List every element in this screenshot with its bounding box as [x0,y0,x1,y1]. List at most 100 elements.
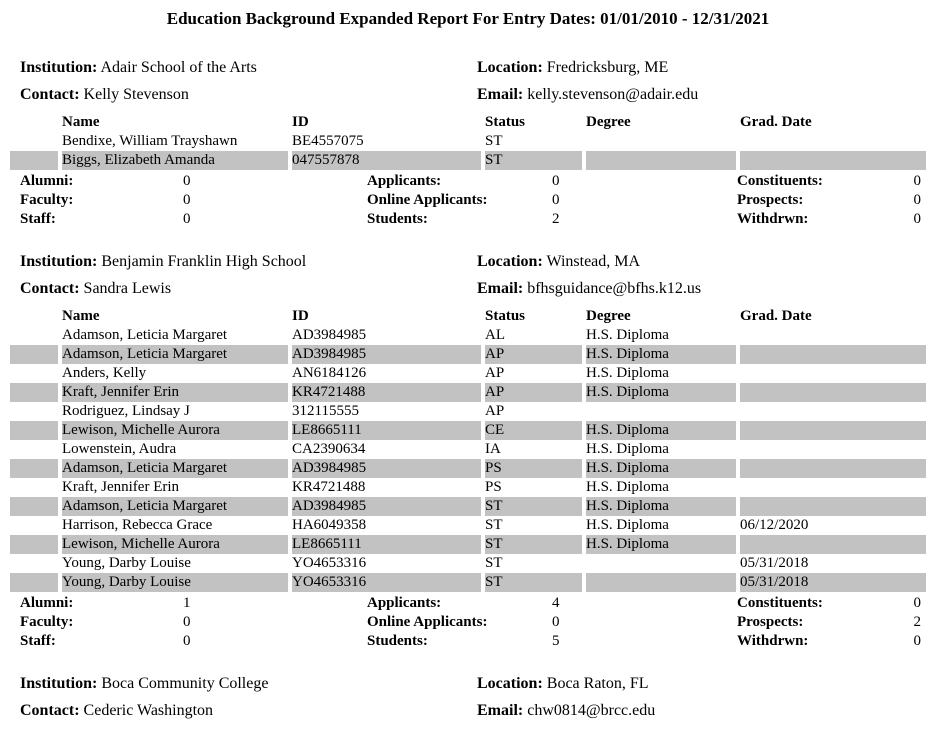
report-body: Institution: Adair School of the Arts Loc… [0,58,936,721]
contact-label: Contact: [20,702,80,719]
cell-id: YO4653316 [292,573,481,592]
summary-value-online-applicants: 0 [552,192,560,208]
summary-label-constituents: Constituents: [737,173,823,189]
contact-value: Sandra Lewis [83,280,172,297]
summary-value-constituents: 0 [913,595,922,611]
summary-value-applicants: 0 [552,173,560,189]
cell-name: Anders, Kelly [62,365,147,381]
location-value: Winstead, MA [546,253,641,270]
cell-degree: H.S. Diploma [586,345,736,364]
cell-id: AD3984985 [292,459,481,478]
indent-spacer-cell [10,554,58,573]
cell-degree: H.S. Diploma [586,497,736,516]
cell-grad-date: 06/12/2020 [740,517,809,533]
col-header-id: ID [292,114,309,130]
cell-degree [586,151,736,170]
col-header-grad-date: Grad. Date [740,308,812,324]
cell-grad-date [740,151,926,170]
summary-value-faculty: 0 [183,192,191,208]
cell-degree: H.S. Diploma [586,459,736,478]
cell-degree: H.S. Diploma [586,327,669,343]
summary-label-students: Students: [367,633,428,649]
cell-status: AP [485,365,505,381]
roster-row: Adamson, Leticia Margaret AD3984985 PS H.S.… [10,459,926,478]
institution-label: Institution: [20,253,98,270]
col-header-status: Status [485,308,526,324]
cell-status: IA [485,441,501,457]
location-label: Location: [477,59,543,76]
roster-row: Lowenstein, Audra CA2390634 IA H.S. Diploma [10,440,926,459]
roster-row: Young, Darby Louise YO4653316 ST 05/31/2018 [10,554,926,573]
institution-info: Institution: Benjamin Franklin High Scho… [0,252,936,299]
summary-value-prospects: 0 [913,192,922,208]
cell-status: ST [485,517,503,533]
summary-value-faculty: 0 [183,614,191,630]
cell-id: LE8665111 [292,535,481,554]
institution-line: Institution: Benjamin Franklin High Scho… [20,252,477,272]
cell-status: ST [485,133,503,149]
col-header-degree: Degree [586,114,631,130]
indent-spacer-cell [10,383,58,402]
institution-info: Institution: Adair School of the Arts Loc… [0,58,936,105]
cell-name: Kraft, Jennifer Erin [62,383,288,402]
indent-spacer-cell [10,364,58,383]
cell-name: Adamson, Leticia Margaret [62,497,288,516]
cell-name: Adamson, Leticia Margaret [62,345,288,364]
cell-grad-date [740,459,926,478]
col-header-name: Name [62,114,100,130]
roster-row: Lewison, Michelle Aurora LE8665111 ST H.S. … [10,535,926,554]
summary-value-students: 2 [552,211,560,227]
cell-degree: H.S. Diploma [586,383,736,402]
institution-value: Boca Community College [101,675,269,692]
cell-id: LE8665111 [292,421,481,440]
cell-grad-date [740,364,926,383]
summary-grid: Alumni: 0 Applicants: 0 Constituents: 0 Facult… [0,170,936,229]
cell-id: KR4721488 [292,383,481,402]
cell-id: 312115555 [292,403,359,419]
location-line: Location: Fredricksburg, ME [477,58,936,78]
roster-row: Adamson, Leticia Margaret AD3984985 ST H.S.… [10,497,926,516]
roster-row: Lewison, Michelle Aurora LE8665111 CE H.S. … [10,421,926,440]
summary-label-applicants: Applicants: [367,173,442,189]
summary-value-withdrwn: 0 [913,633,922,649]
summary-label-online-applicants: Online Applicants: [367,192,488,208]
contact-line: Contact: Kelly Stevenson [20,85,477,105]
summary-label-online-applicants: Online Applicants: [367,614,488,630]
institution-section: Institution: Adair School of the Arts Loc… [0,58,936,229]
cell-degree [586,402,736,421]
summary-value-online-applicants: 0 [552,614,560,630]
roster-row: Rodriguez, Lindsay J 312115555 AP [10,402,926,421]
cell-name: Adamson, Leticia Margaret [62,459,288,478]
cell-status: AL [485,327,505,343]
report-title: Education Background Expanded Report For… [166,9,770,28]
cell-grad-date [740,383,926,402]
contact-line: Contact: Sandra Lewis [20,279,477,299]
cell-status: AP [485,383,582,402]
cell-id: AD3984985 [292,497,481,516]
location-label: Location: [477,253,543,270]
email-line: Email: bfhsguidance@bfhs.k12.us [477,279,936,299]
cell-grad-date: 05/31/2018 [740,573,926,592]
summary-label-students: Students: [367,211,428,227]
summary-value-alumni: 0 [183,173,191,189]
location-line: Location: Winstead, MA [477,252,936,272]
cell-status: ST [485,555,503,571]
roster-table: Name ID Status Degree Grad. Date Bendixe, Wil… [6,113,930,170]
indent-spacer-cell [10,459,58,478]
roster-row: Adamson, Leticia Margaret AD3984985 AL H.S.… [10,326,926,345]
email-label: Email: [477,280,524,297]
summary-label-faculty: Faculty: [20,614,74,630]
cell-name: Rodriguez, Lindsay J [62,403,190,419]
location-line: Location: Boca Raton, FL [477,674,936,694]
roster-header-row: Name ID Status Degree Grad. Date [10,113,926,132]
cell-grad-date [740,535,926,554]
summary-label-prospects: Prospects: [737,614,804,630]
indent-spacer-cell [10,402,58,421]
cell-id: HA6049358 [292,517,367,533]
summary-label-withdrwn: Withdrwn: [737,211,809,227]
summary-value-prospects: 2 [913,614,922,630]
summary-label-alumni: Alumni: [20,173,74,189]
indent-spacer-cell [10,113,58,132]
indent-spacer-cell [10,421,58,440]
cell-name: Young, Darby Louise [62,555,191,571]
